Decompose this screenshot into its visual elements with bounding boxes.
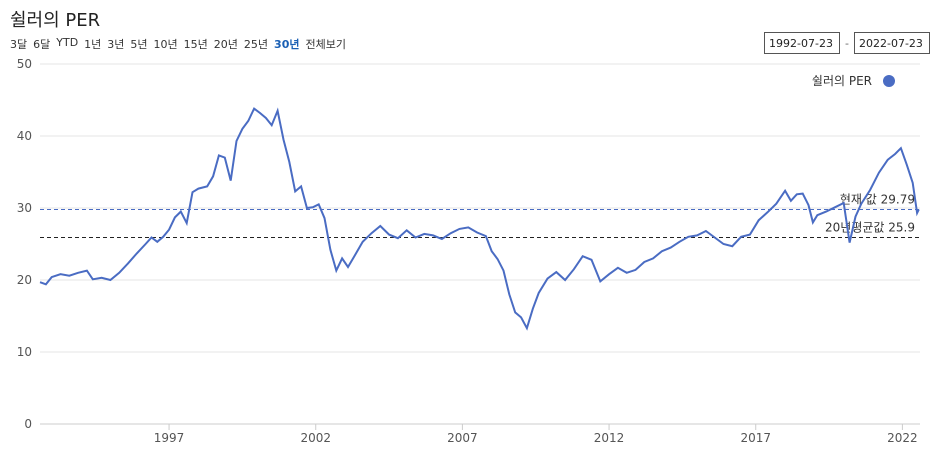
x-tick-label: 2007 [447, 431, 478, 445]
range-button[interactable]: 20년 [213, 38, 238, 51]
x-axis-ticks: 1997 2002 2007 2012 2017 2022 [154, 424, 918, 445]
reference-label: 현재 값 29.79 [840, 193, 915, 207]
date-range: - [764, 32, 930, 54]
series-line [39, 107, 920, 331]
range-button[interactable]: 3달 [10, 38, 28, 51]
grid-lines [40, 63, 920, 425]
reference-label: 20년평균값 25.9 [825, 221, 915, 235]
y-tick-label: 40 [17, 129, 32, 143]
x-tick-label: 2017 [740, 431, 771, 445]
y-axis-ticks: 0 10 20 30 40 50 [17, 57, 32, 431]
range-button[interactable]: 15년 [183, 38, 208, 51]
range-button[interactable]: 1년 [84, 38, 102, 51]
reference-lines: 현재 값 29.79 20년평균값 25.9 [40, 193, 920, 239]
range-button[interactable]: 6달 [33, 38, 51, 51]
page-title: 쉴러의 PER [10, 10, 101, 31]
range-button[interactable]: 30년 [274, 38, 300, 51]
y-tick-label: 50 [17, 57, 32, 71]
x-tick-label: 2002 [300, 431, 331, 445]
legend[interactable]: 쉴러의 PER [812, 74, 895, 88]
date-to-input[interactable] [854, 32, 930, 54]
y-tick-label: 20 [17, 273, 32, 287]
date-from-input[interactable] [764, 32, 841, 54]
legend-marker [883, 75, 895, 87]
range-button[interactable]: 5년 [130, 38, 148, 51]
x-tick-label: 2022 [887, 431, 918, 445]
y-tick-label: 30 [17, 201, 32, 215]
x-tick-label: 1997 [154, 431, 185, 445]
date-separator: - [845, 36, 849, 50]
range-button[interactable]: YTD [56, 36, 79, 49]
range-button[interactable]: 10년 [153, 38, 178, 51]
y-tick-label: 10 [17, 345, 32, 359]
range-button[interactable]: 3년 [107, 38, 125, 51]
range-button[interactable]: 25년 [243, 38, 269, 51]
y-tick-label: 0 [24, 417, 32, 431]
range-button[interactable]: 전체보기 [305, 38, 346, 51]
x-tick-label: 2012 [594, 431, 625, 445]
range-selector: 3달 6달 YTD 1년 3년 5년 10년 15년 20년 25년 30년 전체보기 [10, 36, 352, 52]
legend-label: 쉴러의 PER [812, 74, 872, 88]
